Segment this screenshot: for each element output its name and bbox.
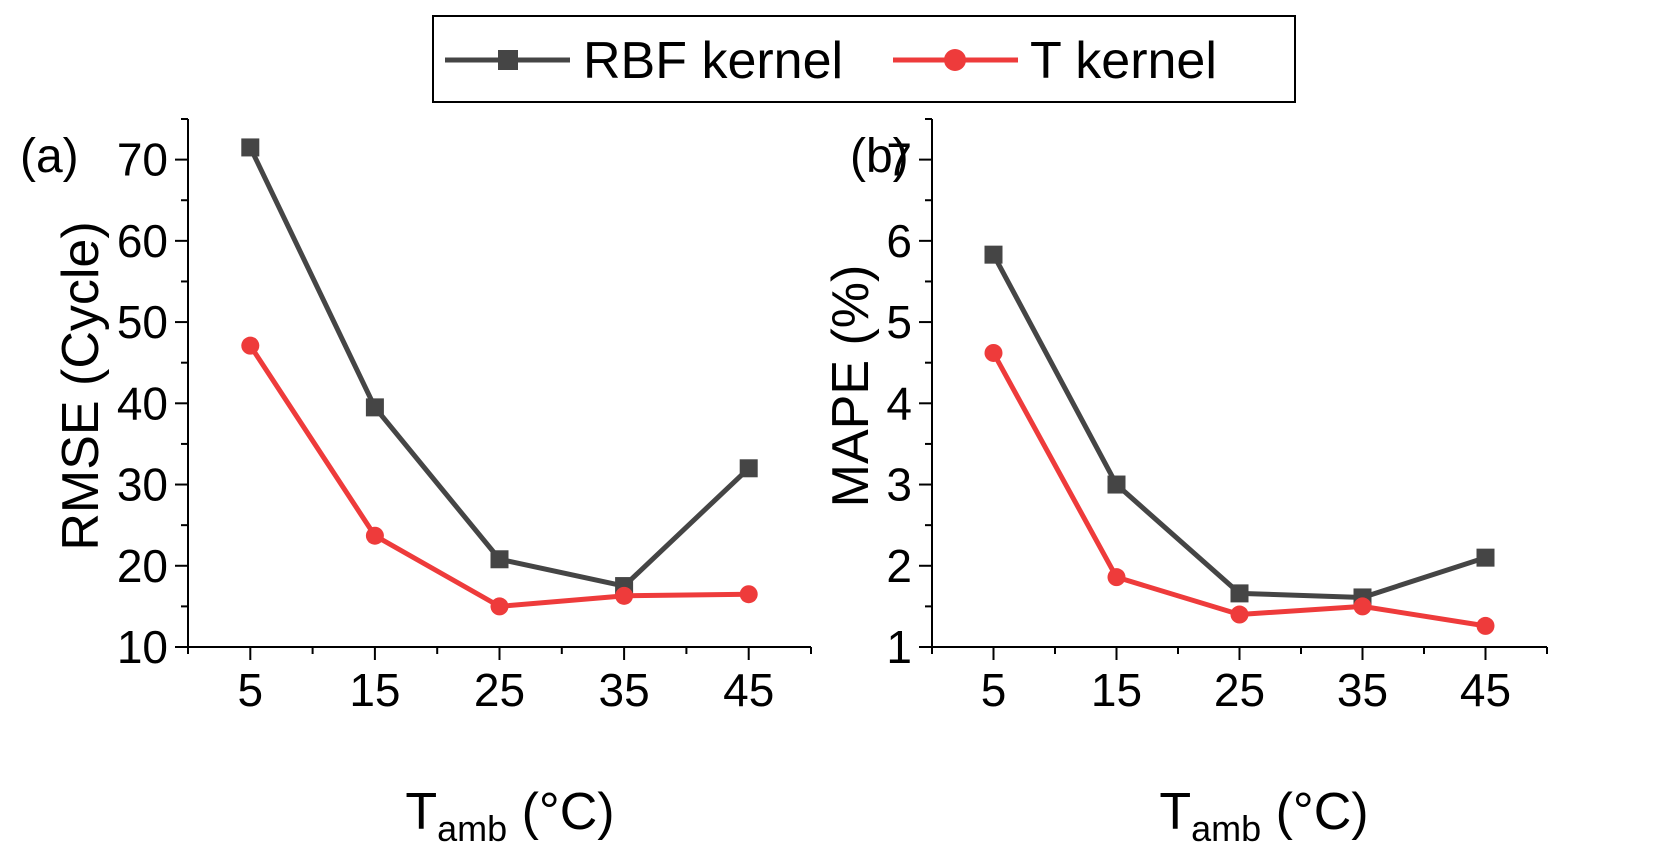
legend-rbf-label: RBF kernel [583, 32, 843, 90]
panel-a-x-ticks: 5 15 25 35 45 [187, 647, 812, 716]
panel-a-t-kernel-point [365, 526, 384, 545]
legend-entry-rbf: RBF kernel [445, 32, 843, 90]
panel-b-series-rbf-kernel-line [991, 253, 1487, 600]
panel-a-x-tick-label: 15 [349, 664, 400, 716]
legend-box [432, 15, 1296, 103]
panel-b-x-tick-label: 25 [1214, 664, 1265, 716]
panel-b-x-axis-title-sub: amb [1191, 808, 1261, 849]
panel-b-rbf-kernel-point [1230, 584, 1249, 603]
panel-b-y-tick-label: 2 [886, 540, 912, 592]
panel-a-x-axis-title-sub: amb [437, 808, 507, 849]
panel-a-y-tick-label: 30 [117, 459, 168, 511]
chart-panel-a: (a) RMSE (Cycle) Tamb (°C) 5 15 25 35 45 10 2… [20, 118, 812, 849]
panel-a-label: (a) [20, 130, 79, 183]
panel-a-rbf-kernel-point [365, 398, 384, 417]
panel-b-t-kernel-point [984, 343, 1003, 362]
panel-a-y-ticks: 10 20 30 40 50 60 70 [117, 118, 188, 673]
legend-rbf-marker [498, 50, 518, 70]
panel-b-y-tick-label: 1 [886, 621, 912, 673]
panel-a-x-axis-title-main: T [405, 783, 437, 841]
panel-b-label: (b) [850, 130, 909, 183]
legend-entry-t: T kernel [893, 32, 1217, 90]
panel-b-y-tick-label: 5 [886, 296, 912, 348]
legend-t-marker [944, 49, 966, 71]
panel-b-t-kernel-point [1230, 605, 1249, 624]
panel-a-x-tick-label: 35 [599, 664, 650, 716]
panel-b-y-tick-label: 4 [886, 377, 912, 429]
panel-a-series [241, 138, 758, 616]
panel-b-x-tick-label: 35 [1337, 664, 1388, 716]
panel-a-rbf-kernel-point [739, 459, 758, 478]
panel-b-x-ticks: 5 15 25 35 45 [931, 647, 1548, 716]
panel-a-x-tick-label: 25 [474, 664, 525, 716]
panel-b-t-kernel-point [1476, 616, 1495, 635]
panel-a-x-axis-title: Tamb (°C) [405, 783, 614, 849]
legend: RBF kernel T kernel [432, 15, 1296, 103]
panel-b-rbf-kernel-point [1476, 548, 1495, 567]
panel-b-rbf-kernel-point [1107, 475, 1126, 494]
panel-b-x-tick-label: 5 [981, 664, 1007, 716]
panel-b-y-tick-label: 3 [886, 459, 912, 511]
panel-b-x-axis-title-unit: (°C) [1261, 783, 1368, 841]
panel-b-t-kernel-point [1107, 568, 1126, 587]
panel-a-t-kernel-point [739, 585, 758, 604]
panel-a-x-axis-title-unit: (°C) [507, 783, 614, 841]
panel-b-series [984, 245, 1495, 635]
panel-a-x-tick-label: 5 [238, 664, 264, 716]
panel-a-rbf-kernel-point [241, 138, 260, 157]
panel-b-y-tick-label: 7 [886, 134, 912, 186]
panel-b-x-axis-title: Tamb (°C) [1159, 783, 1368, 849]
panel-a-t-kernel-point [615, 586, 634, 605]
panel-a-series-rbf-kernel-line [248, 146, 751, 589]
panel-a-rbf-kernel-point [490, 550, 509, 569]
panel-a-t-kernel-point [241, 336, 260, 355]
panel-b-y-ticks: 1 2 3 4 5 6 7 [886, 118, 932, 673]
panel-a-y-tick-label: 60 [117, 215, 168, 267]
panel-b-rbf-kernel-point [984, 245, 1003, 264]
panel-a-y-tick-label: 70 [117, 134, 168, 186]
panel-b-x-tick-label: 15 [1091, 664, 1142, 716]
panel-b-x-axis-title-main: T [1159, 783, 1191, 841]
panel-a-x-tick-label: 45 [723, 664, 774, 716]
panel-a-y-tick-label: 20 [117, 540, 168, 592]
panel-a-y-tick-label: 40 [117, 377, 168, 429]
panel-b-y-axis-title: MAPE (%) [822, 265, 880, 508]
panel-a-t-kernel-point [490, 597, 509, 616]
panel-a-y-tick-label: 50 [117, 296, 168, 348]
legend-t-label: T kernel [1030, 32, 1217, 90]
panel-b-y-tick-label: 6 [886, 215, 912, 267]
panel-b-x-tick-label: 45 [1460, 664, 1511, 716]
panel-a-y-tick-label: 10 [117, 621, 168, 673]
panel-a-y-axis-title: RMSE (Cycle) [52, 221, 110, 550]
panel-b-t-kernel-point [1353, 597, 1372, 616]
